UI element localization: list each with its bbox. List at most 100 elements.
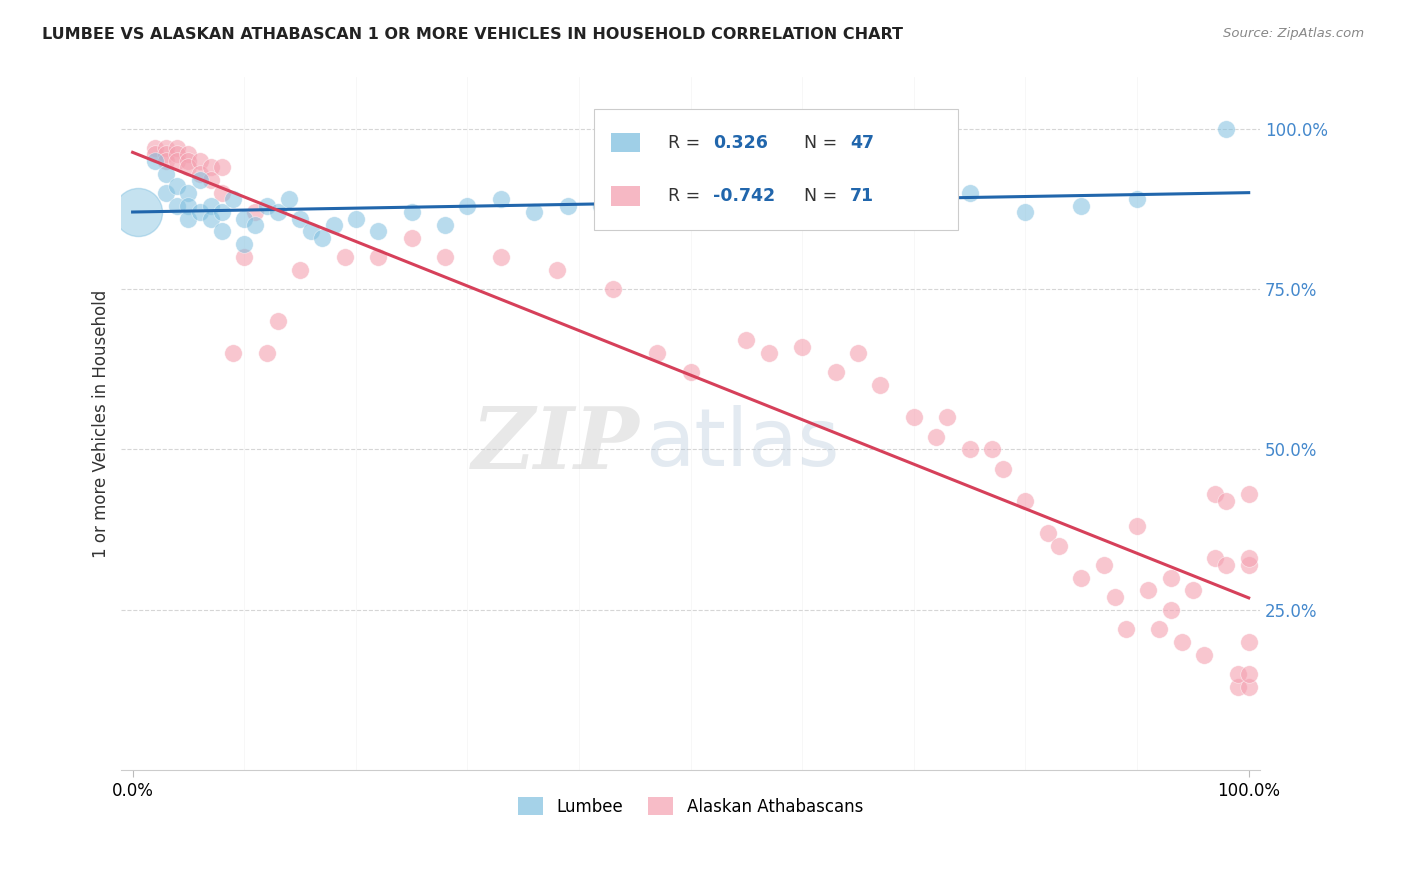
Point <box>758 192 780 206</box>
Point <box>1137 583 1160 598</box>
Point <box>679 199 702 213</box>
Point <box>713 199 735 213</box>
Point <box>177 160 200 174</box>
Point <box>434 250 457 264</box>
Point <box>200 173 222 187</box>
Text: Source: ZipAtlas.com: Source: ZipAtlas.com <box>1223 27 1364 40</box>
Point <box>188 167 211 181</box>
Point <box>233 250 256 264</box>
Point <box>211 186 233 200</box>
Point <box>233 237 256 252</box>
Point <box>936 410 959 425</box>
Point <box>591 199 613 213</box>
Point <box>311 231 333 245</box>
Bar <box>612 186 640 205</box>
Point <box>679 366 702 380</box>
Point <box>1070 199 1092 213</box>
FancyBboxPatch shape <box>593 109 957 230</box>
Point <box>1126 519 1149 533</box>
Point <box>245 205 267 219</box>
Point <box>401 231 423 245</box>
Point <box>792 205 814 219</box>
Point <box>344 211 367 226</box>
Point <box>1226 680 1249 694</box>
Text: R =: R = <box>668 134 706 152</box>
Point <box>166 199 188 213</box>
Point <box>1014 493 1036 508</box>
Point <box>1036 525 1059 540</box>
Text: 71: 71 <box>851 186 875 205</box>
Point <box>1070 571 1092 585</box>
Point <box>959 186 981 200</box>
Point <box>1047 539 1070 553</box>
Text: ZIP: ZIP <box>471 403 640 486</box>
Point <box>645 346 668 360</box>
Point <box>200 199 222 213</box>
Text: 47: 47 <box>851 134 875 152</box>
Point <box>1237 666 1260 681</box>
Point <box>155 186 177 200</box>
Point <box>143 147 166 161</box>
Point <box>256 199 278 213</box>
Point <box>959 442 981 457</box>
Point <box>155 167 177 181</box>
Point <box>333 250 356 264</box>
Point <box>277 192 299 206</box>
Point <box>602 282 624 296</box>
Point <box>177 199 200 213</box>
Point <box>824 366 846 380</box>
Point <box>166 153 188 168</box>
Point <box>1126 192 1149 206</box>
Point <box>267 314 290 328</box>
Point <box>1237 680 1260 694</box>
Point <box>233 211 256 226</box>
Point <box>489 250 512 264</box>
Point <box>188 173 211 187</box>
Point <box>1226 666 1249 681</box>
Point <box>1092 558 1115 572</box>
Point <box>288 262 311 277</box>
Point <box>222 192 245 206</box>
Point <box>523 205 546 219</box>
Point <box>200 211 222 226</box>
Point <box>546 262 568 277</box>
Point <box>1170 634 1192 648</box>
Point <box>188 205 211 219</box>
Point <box>1181 583 1204 598</box>
Text: -0.742: -0.742 <box>713 186 776 205</box>
Point <box>758 346 780 360</box>
Point <box>1215 493 1237 508</box>
Point <box>211 205 233 219</box>
Point <box>177 186 200 200</box>
Y-axis label: 1 or more Vehicles in Household: 1 or more Vehicles in Household <box>93 290 110 558</box>
Point <box>1115 622 1137 636</box>
Text: 0.326: 0.326 <box>713 134 768 152</box>
Point <box>1237 551 1260 566</box>
Point <box>735 334 758 348</box>
Point <box>792 340 814 354</box>
Point <box>166 179 188 194</box>
Point <box>177 211 200 226</box>
Point <box>1104 590 1126 604</box>
Point <box>1237 487 1260 501</box>
Point <box>991 461 1014 475</box>
Point <box>925 429 948 443</box>
Point <box>1160 603 1182 617</box>
Point <box>624 199 647 213</box>
Point <box>256 346 278 360</box>
Text: N =: N = <box>804 134 844 152</box>
Point <box>846 346 869 360</box>
Point <box>177 153 200 168</box>
Point <box>1237 634 1260 648</box>
Point <box>322 218 344 232</box>
Point <box>846 192 869 206</box>
Point <box>1204 487 1226 501</box>
Point <box>557 199 579 213</box>
Point <box>1215 121 1237 136</box>
Point <box>245 218 267 232</box>
Point <box>1149 622 1171 636</box>
Point <box>299 224 322 238</box>
Text: atlas: atlas <box>645 406 839 483</box>
Point <box>367 224 389 238</box>
Point <box>155 147 177 161</box>
